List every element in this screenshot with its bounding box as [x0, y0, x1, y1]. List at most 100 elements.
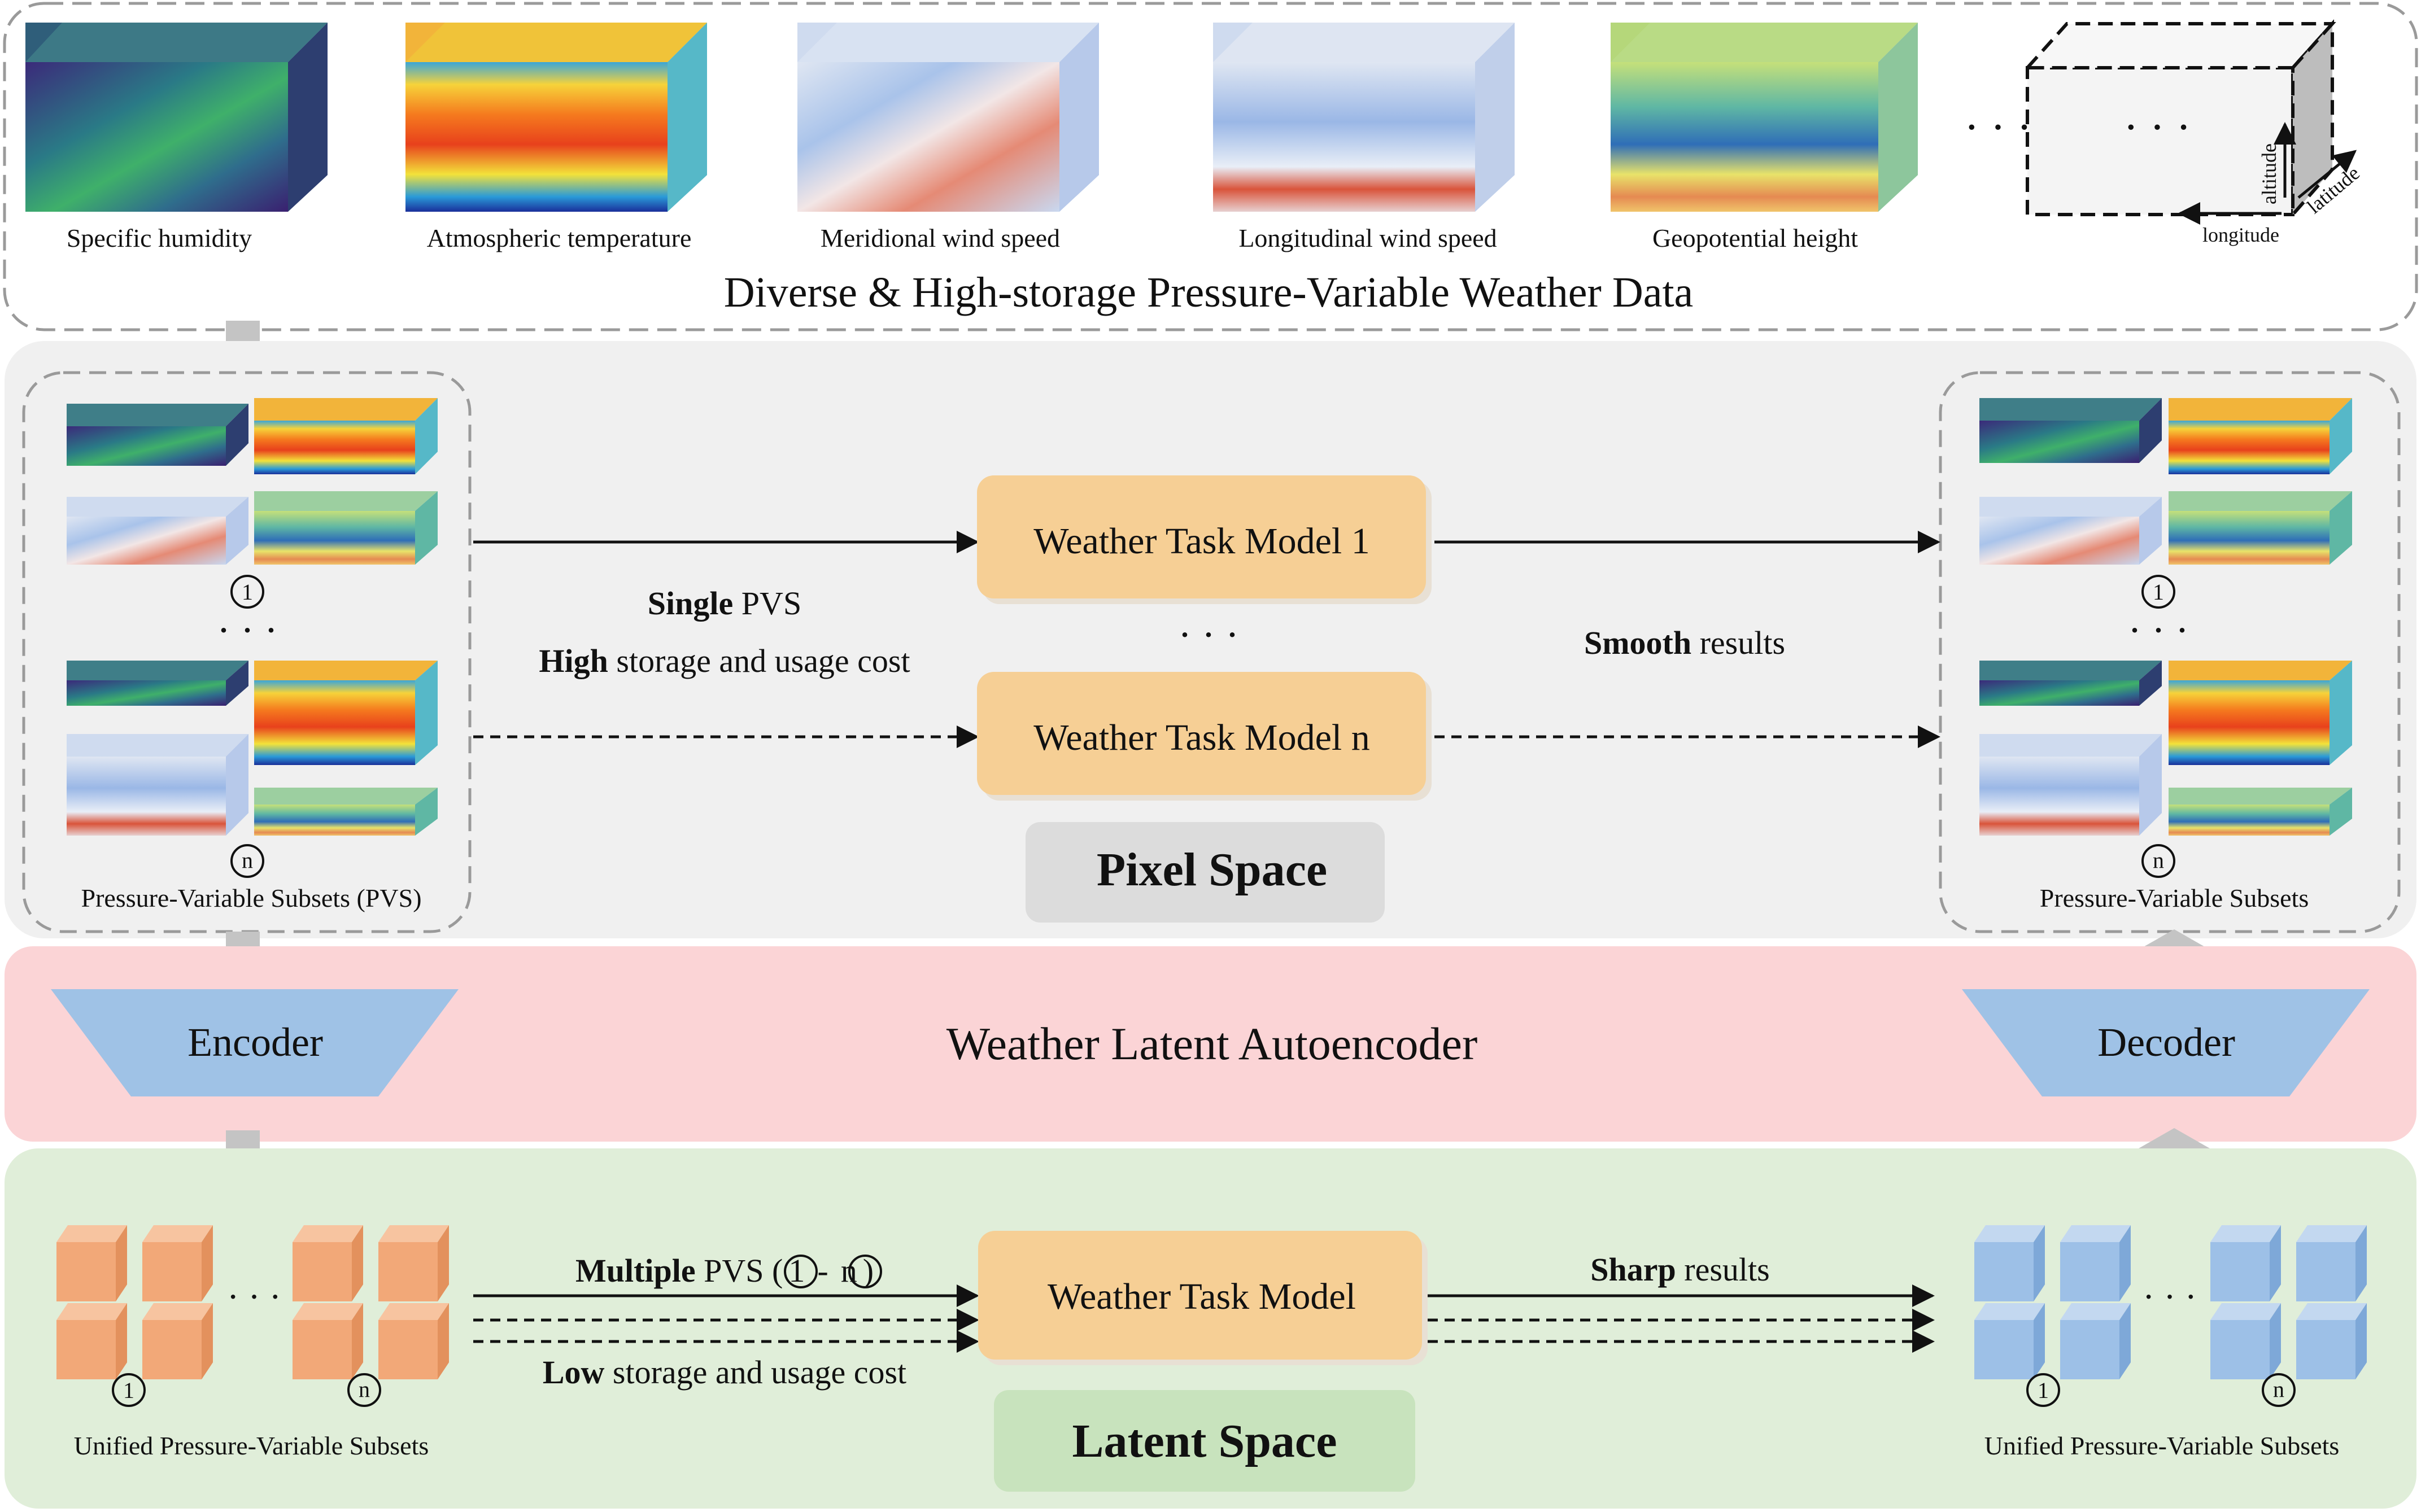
left-pixel-marker-n-text: n: [242, 847, 253, 873]
left-pvs-caption: Pressure-Variable Subsets (PVS): [81, 884, 421, 912]
low-cost-label: Low storage and usage cost: [543, 1354, 906, 1391]
right-latent-marker-n-text: n: [2273, 1376, 2284, 1402]
generic-cube-ellipsis: · · ·: [2123, 103, 2191, 152]
right-slab-wind-1: [1979, 497, 2162, 565]
sharp-results-label: Sharp results: [1590, 1251, 1769, 1288]
high-cost-label: High storage and usage cost: [539, 643, 910, 679]
left-latent-caption: Unified Pressure-Variable Subsets: [74, 1431, 429, 1460]
weather-task-model-n-label: Weather Task Model n: [1033, 717, 1370, 758]
pvs-range-marker-n: [848, 1255, 882, 1288]
blue-cube: [2210, 1303, 2281, 1379]
blue-latent-cubes: [1974, 1225, 2367, 1379]
right-slab-humidity-1: [1979, 398, 2162, 463]
right-pvs-group: [1939, 371, 2401, 933]
blue-cube: [1974, 1225, 2045, 1301]
decoder-label: Decoder: [2097, 1020, 2235, 1065]
latent-weather-task-model-label: Weather Task Model: [1048, 1276, 1356, 1317]
left-latent-marker-n: [347, 1373, 381, 1407]
autoencoder-panel: [5, 946, 2416, 1142]
right-slab-geo-n: [2169, 788, 2352, 836]
smooth-results-label: Smooth results: [1584, 624, 1785, 661]
pixel-space-panel: [5, 341, 2416, 938]
cube-atmospheric-temperature: [405, 23, 707, 212]
blue-cube: [1974, 1303, 2045, 1379]
right-latent-caption: Unified Pressure-Variable Subsets: [1984, 1431, 2340, 1460]
top-ellipsis: · · ·: [1964, 103, 2032, 152]
orange-cube: [56, 1303, 127, 1379]
pixel-space-label: Pixel Space: [1097, 844, 1327, 896]
orange-cube: [378, 1303, 449, 1379]
right-pixel-marker-n: [2141, 844, 2175, 878]
left-slab-humidity-1: [67, 404, 248, 466]
weather-task-model-1-label: Weather Task Model 1: [1033, 521, 1370, 562]
encoder-shape: [51, 989, 459, 1096]
multiple-pvs-label: Multiple PVS (1- n): [575, 1252, 874, 1289]
right-pixel-ellipsis: · · ·: [2128, 608, 2189, 653]
orange-cube: [293, 1303, 363, 1379]
right-pvs-caption: Pressure-Variable Subsets: [2040, 884, 2309, 912]
cube-meridional-wind-speed: [797, 23, 1099, 212]
left-pixel-ellipsis: · · ·: [217, 608, 278, 653]
left-slab-geo-n: [254, 788, 438, 836]
model-ellipsis: · · ·: [1178, 612, 1239, 657]
orange-cube: [142, 1303, 213, 1379]
left-slab-temperature-1: [254, 398, 438, 474]
latent-space-label-box: [994, 1390, 1415, 1492]
left-slab-temperature-n: [254, 661, 438, 765]
right-latent-marker-1-text: 1: [2038, 1378, 2049, 1403]
left-slab-wind-1: [67, 497, 248, 565]
cube-generic-variable: [2023, 19, 2336, 219]
right-pixel-marker-n-text: n: [2153, 847, 2164, 873]
pvs-range-marker-1: [784, 1255, 818, 1288]
weather-task-model-1-box: [977, 475, 1426, 598]
left-latent-marker-n-text: n: [359, 1376, 370, 1402]
right-slab-geo-1: [2169, 491, 2352, 565]
variable-label-2: Atmospheric temperature: [427, 224, 692, 252]
right-slab-humidity-n: [1979, 661, 2162, 706]
right-latent-marker-1: [2026, 1373, 2060, 1407]
blue-cube: [2060, 1303, 2131, 1379]
latent-weather-task-model-box: [978, 1231, 1422, 1360]
left-pixel-marker-n: [230, 844, 264, 878]
blue-cube: [2296, 1225, 2367, 1301]
top-panel-title: Diverse & High-storage Pressure-Variable…: [724, 269, 1694, 316]
altitude-label: altitude: [2258, 143, 2280, 204]
latitude-axis-arrow: [2297, 150, 2357, 199]
cube-specific-humidity: [25, 23, 328, 212]
variable-label-5: Geopotential height: [1652, 224, 1858, 252]
right-pixel-marker-1: [2141, 575, 2175, 609]
left-slab-humidity-n: [67, 661, 248, 706]
left-latent-ellipsis: · · ·: [227, 1277, 281, 1317]
left-slab-wind-n: [67, 734, 248, 836]
orange-cube: [293, 1225, 363, 1301]
right-pixel-marker-1-text: 1: [2153, 579, 2164, 605]
weather-task-model-n-box: [977, 672, 1426, 795]
right-latent-marker-n: [2262, 1373, 2296, 1407]
orange-cube: [142, 1225, 213, 1301]
left-pixel-marker-1-text: 1: [242, 579, 253, 605]
left-pixel-marker-1: [230, 575, 264, 609]
variable-label-1: Specific humidity: [67, 224, 252, 252]
longitude-label: longitude: [2202, 224, 2279, 246]
left-latent-marker-1-text: 1: [123, 1378, 134, 1403]
single-pvs-label: Single PVS: [648, 585, 801, 622]
left-slab-geo-1: [254, 491, 438, 565]
orange-cube: [378, 1225, 449, 1301]
cube-longitudinal-wind-speed: [1213, 23, 1515, 212]
right-slab-wind-n: [1979, 734, 2162, 836]
variable-label-3: Meridional wind speed: [821, 224, 1060, 252]
blue-cube: [2296, 1303, 2367, 1379]
variable-label-4: Longitudinal wind speed: [1238, 224, 1497, 252]
pixel-space-label-box: [1026, 822, 1385, 923]
encoder-label: Encoder: [187, 1020, 323, 1065]
left-latent-marker-1: [112, 1373, 146, 1407]
right-slab-temperature-1: [2169, 398, 2352, 474]
decoder-shape: [1962, 989, 2370, 1096]
cube-geopotential-height: [1611, 23, 1918, 212]
blue-cube: [2060, 1225, 2131, 1301]
latent-space-label: Latent Space: [1072, 1415, 1337, 1467]
orange-cube: [56, 1225, 127, 1301]
right-slab-temperature-n: [2169, 661, 2352, 765]
orange-latent-cubes: [56, 1225, 449, 1379]
